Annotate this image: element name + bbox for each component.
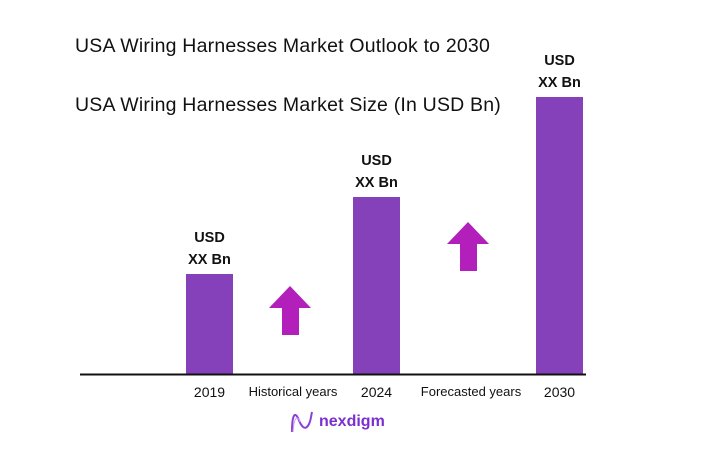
- bar-value-label: USD: [544, 53, 575, 69]
- chart-title: USA Wiring Harnesses Market Outlook to 2…: [75, 35, 491, 57]
- bar-value-label: XX Bn: [188, 252, 231, 268]
- logo: nexdigm: [289, 410, 385, 434]
- period-label: Forecasted years: [421, 384, 522, 399]
- x-tick-label: 2019: [194, 384, 225, 400]
- bar-2019: [186, 274, 233, 374]
- bar-value-label: XX Bn: [538, 75, 581, 91]
- logo-text: nexdigm: [319, 413, 385, 430]
- bar-2030: [536, 97, 583, 374]
- bar-value-label: XX Bn: [355, 175, 398, 191]
- x-tick-label: 2030: [544, 384, 575, 400]
- nexdigm-wave-icon: [291, 411, 313, 433]
- growth-arrow-up-icon: [269, 286, 311, 335]
- x-tick-label: 2024: [361, 384, 392, 400]
- bar-value-label: USD: [194, 230, 225, 246]
- growth-arrow-up-icon: [447, 222, 489, 271]
- period-label: Historical years: [249, 384, 338, 399]
- chart-subtitle: USA Wiring Harnesses Market Size (In USD…: [75, 94, 502, 116]
- bar-value-label: USD: [361, 153, 392, 169]
- bar-2024: [353, 197, 400, 374]
